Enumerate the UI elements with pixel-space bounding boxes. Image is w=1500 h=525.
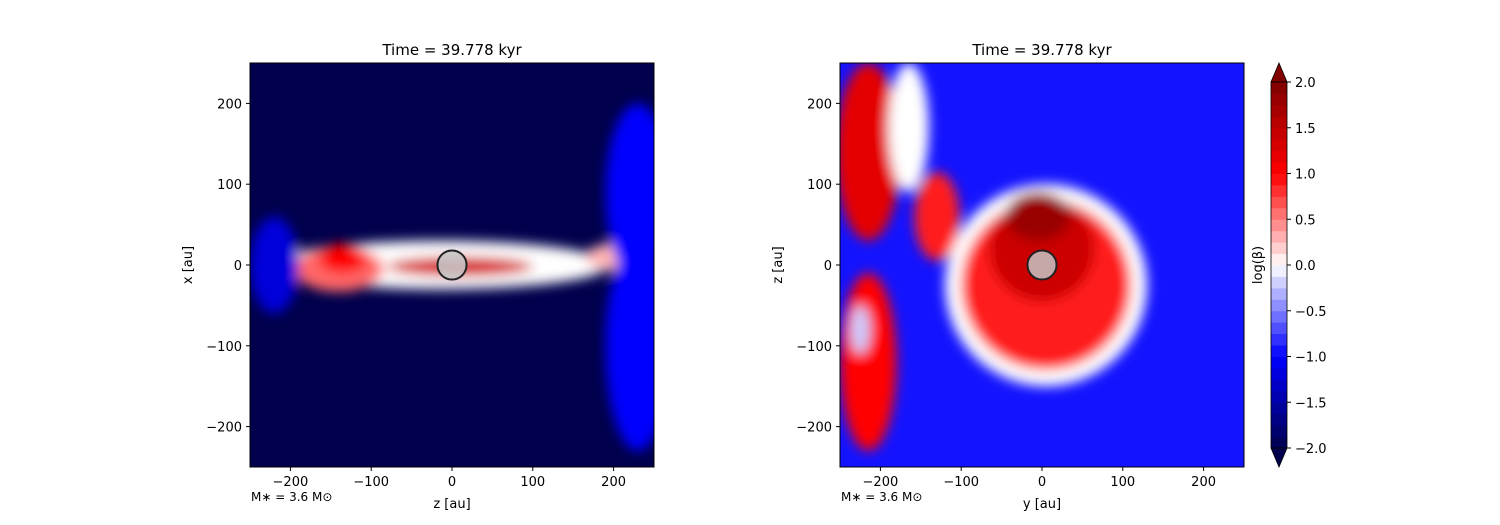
colorbar-extend-bottom xyxy=(1270,447,1288,469)
right-feature-7 xyxy=(888,63,929,193)
colorbar-segment xyxy=(1271,436,1287,449)
left-ytick-label: 200 xyxy=(217,97,242,112)
right-xtick-label: −100 xyxy=(943,475,979,490)
right-ytick-label: −100 xyxy=(796,340,832,355)
right-feature-3 xyxy=(1005,192,1071,241)
colorbar-segment xyxy=(1271,139,1287,152)
right-feature-8 xyxy=(914,172,960,261)
colorbar-tick-label: −1.0 xyxy=(1295,351,1327,366)
right-xtick-label: 0 xyxy=(1038,475,1046,490)
colorbar-ticks: −2.0 −1.5 −1.0 −0.5 0.0 0.5 1.0 1.5 2.0 xyxy=(1287,76,1327,457)
left-feature-2 xyxy=(318,243,368,274)
right-feature-5 xyxy=(840,273,897,451)
left-xtick-label: 100 xyxy=(520,475,545,490)
colorbar-segment xyxy=(1271,196,1287,209)
colorbar-segment xyxy=(1271,276,1287,289)
left-xtick-label: 200 xyxy=(601,475,626,490)
colorbar-segment xyxy=(1271,333,1287,346)
right-sink-particle xyxy=(1026,249,1058,281)
colorbar-segment xyxy=(1271,242,1287,255)
left-feature-6 xyxy=(605,103,654,282)
colorbar-tick-label: −2.0 xyxy=(1295,442,1327,457)
colorbar-segment xyxy=(1271,127,1287,140)
left-ytick-label: −200 xyxy=(206,421,242,436)
left-ytick-label: 0 xyxy=(234,259,242,274)
colorbar-segment xyxy=(1271,219,1287,232)
left-xlabel: z [au] xyxy=(433,497,470,512)
colorbar-segment xyxy=(1271,230,1287,243)
colorbar-segment xyxy=(1271,173,1287,186)
colorbar-segment xyxy=(1271,253,1287,266)
right-x-axis: −200 −100 0 100 200 xyxy=(863,467,1216,490)
colorbar-segment xyxy=(1271,82,1287,94)
colorbar-segment xyxy=(1271,402,1287,415)
left-ylabel: x [au] xyxy=(181,246,196,284)
colorbar-segment xyxy=(1271,116,1287,129)
colorbar-tick-label: 1.0 xyxy=(1295,168,1316,183)
right-ytick-label: 200 xyxy=(807,97,832,112)
right-title: Time = 39.778 kyr xyxy=(971,41,1112,59)
colorbar-segment xyxy=(1271,379,1287,392)
left-xtick-label: −100 xyxy=(353,475,389,490)
right-xlabel: y [au] xyxy=(1023,497,1061,512)
colorbar-segment xyxy=(1271,425,1287,438)
colorbar-segment xyxy=(1271,345,1287,357)
colorbar-segment xyxy=(1271,93,1287,106)
right-panel: Time = 39.778 kyr −200 −100 0 100 200 −200 −1… xyxy=(771,41,1245,512)
colorbar: −2.0 −1.5 −1.0 −0.5 0.0 0.5 1.0 1.5 2.0 log(β) xyxy=(1251,61,1327,469)
left-y-axis: −200 −100 0 100 200 xyxy=(206,97,250,436)
colorbar-segment xyxy=(1271,356,1287,369)
colorbar-tick-label: 0.0 xyxy=(1295,259,1316,274)
right-ylabel: z [au] xyxy=(771,246,786,283)
colorbar-segment xyxy=(1271,299,1287,312)
left-sink-particle xyxy=(436,249,468,281)
right-ytick-label: 100 xyxy=(807,178,832,193)
colorbar-segments xyxy=(1271,82,1287,449)
colorbar-tick-label: 2.0 xyxy=(1295,76,1316,91)
right-heatmap-features xyxy=(840,63,1148,451)
right-xtick-label: 100 xyxy=(1110,475,1135,490)
colorbar-segment xyxy=(1271,184,1287,197)
colorbar-segment xyxy=(1271,265,1287,277)
right-xtick-label: 200 xyxy=(1191,475,1216,490)
right-feature-6 xyxy=(850,305,870,354)
left-feature-5 xyxy=(605,240,654,451)
colorbar-segment xyxy=(1271,390,1287,403)
right-xtick-label: −200 xyxy=(863,475,899,490)
left-ytick-label: −100 xyxy=(206,340,242,355)
colorbar-tick-label: 0.5 xyxy=(1295,213,1316,228)
colorbar-extend-top xyxy=(1270,61,1288,83)
left-ytick-label: 100 xyxy=(217,178,242,193)
colorbar-label: log(β) xyxy=(1251,246,1266,284)
colorbar-segment xyxy=(1271,207,1287,220)
colorbar-segment xyxy=(1271,413,1287,426)
left-x-axis: −200 −100 0 100 200 xyxy=(273,467,626,490)
colorbar-tick-label: 1.5 xyxy=(1295,122,1316,137)
right-feature-4 xyxy=(840,63,901,241)
left-title: Time = 39.778 kyr xyxy=(381,41,522,59)
colorbar-segment xyxy=(1271,150,1287,163)
left-panel: Time = 39.778 kyr −200 −100 0 100 200 −200 −1… xyxy=(181,41,655,512)
colorbar-segment xyxy=(1271,367,1287,380)
right-y-axis: −200 −100 0 100 200 xyxy=(796,97,840,436)
left-xtick-label: −200 xyxy=(273,475,309,490)
colorbar-segment xyxy=(1271,162,1287,174)
right-mass-annotation: M∗ = 3.6 M⊙ xyxy=(841,490,922,504)
colorbar-segment xyxy=(1271,287,1287,300)
colorbar-segment xyxy=(1271,310,1287,323)
colorbar-tick-label: −0.5 xyxy=(1295,305,1327,320)
right-ytick-label: 0 xyxy=(824,259,832,274)
right-ytick-label: −200 xyxy=(796,421,832,436)
colorbar-tick-label: −1.5 xyxy=(1295,396,1327,411)
colorbar-segment xyxy=(1271,104,1287,117)
left-xtick-label: 0 xyxy=(448,475,456,490)
left-feature-7 xyxy=(250,216,299,314)
colorbar-segment xyxy=(1271,322,1287,335)
left-mass-annotation: M∗ = 3.6 M⊙ xyxy=(251,490,332,504)
